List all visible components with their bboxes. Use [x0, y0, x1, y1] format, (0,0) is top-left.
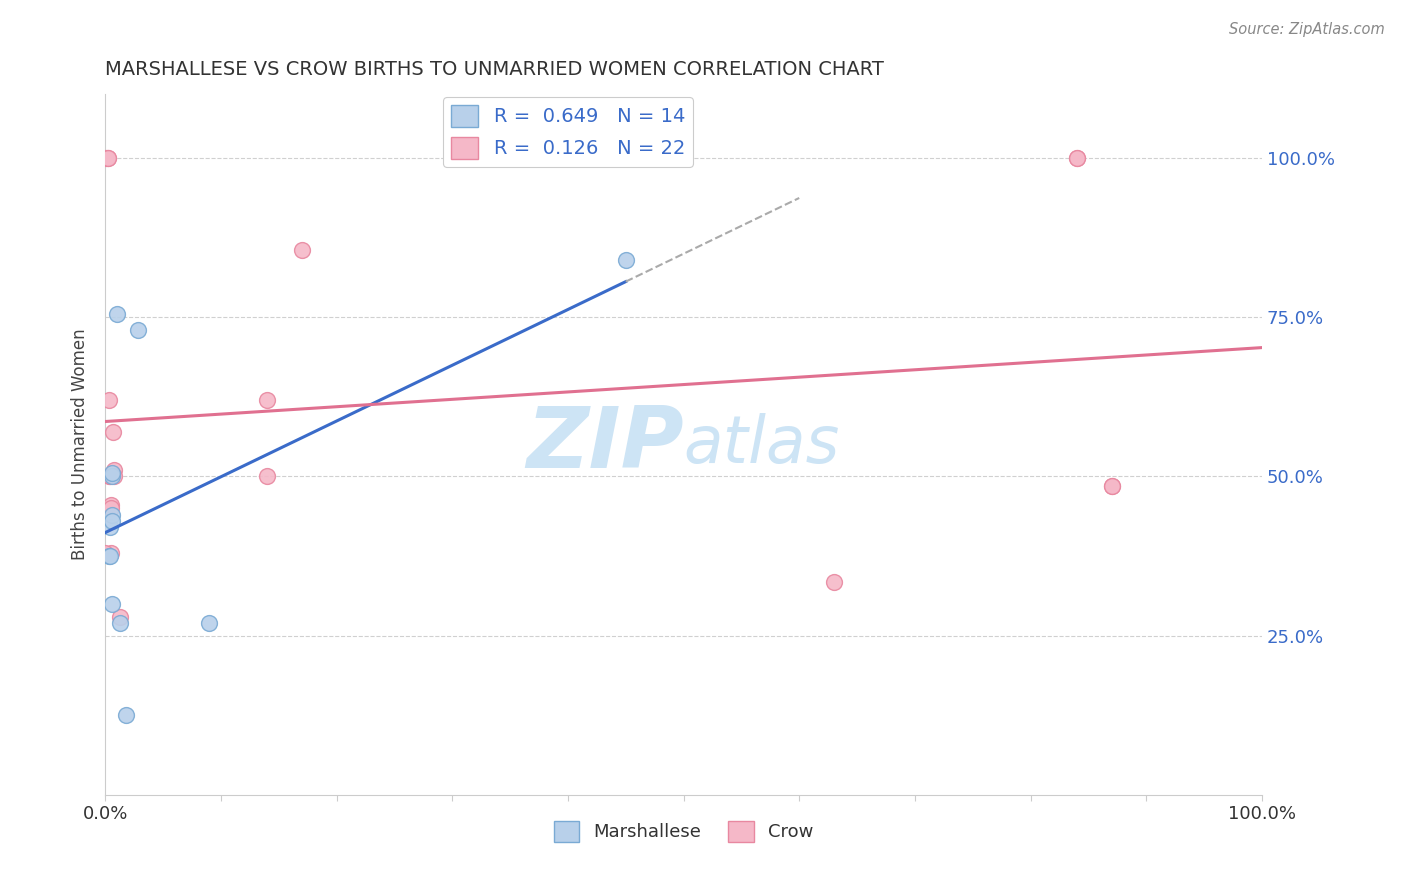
Point — [127, 323, 149, 337]
Point — [115, 708, 138, 723]
Point — [96, 151, 118, 165]
Point — [614, 252, 637, 267]
Text: Source: ZipAtlas.com: Source: ZipAtlas.com — [1229, 22, 1385, 37]
Point — [98, 549, 121, 563]
Text: MARSHALLESE VS CROW BIRTHS TO UNMARRIED WOMEN CORRELATION CHART: MARSHALLESE VS CROW BIRTHS TO UNMARRIED … — [105, 60, 884, 78]
Point — [100, 546, 122, 560]
Point — [100, 501, 122, 516]
Point — [110, 609, 132, 624]
Text: atlas: atlas — [683, 413, 839, 476]
Point — [256, 469, 278, 483]
Point — [98, 520, 121, 534]
Point — [101, 508, 124, 522]
Point — [823, 574, 845, 589]
Point — [96, 151, 118, 165]
Point — [96, 151, 118, 165]
Point — [98, 469, 121, 483]
Point — [101, 514, 124, 528]
Point — [101, 597, 124, 611]
Point — [198, 615, 221, 630]
Point — [101, 469, 124, 483]
Point — [1066, 151, 1088, 165]
Point — [1101, 479, 1123, 493]
Point — [94, 546, 117, 560]
Point — [1101, 479, 1123, 493]
Text: ZIP: ZIP — [526, 403, 683, 486]
Point — [101, 467, 124, 481]
Y-axis label: Births to Unmarried Women: Births to Unmarried Women — [72, 329, 89, 560]
Point — [105, 307, 128, 321]
Point — [103, 425, 125, 439]
Point — [103, 469, 125, 483]
Point — [110, 615, 132, 630]
Point — [97, 392, 120, 407]
Point — [97, 469, 120, 483]
Point — [291, 243, 314, 257]
Legend: R =  0.649   N = 14, R =  0.126   N = 22: R = 0.649 N = 14, R = 0.126 N = 22 — [443, 96, 693, 167]
Point — [103, 463, 125, 477]
Point — [256, 392, 278, 407]
Point — [100, 498, 122, 512]
Point — [1066, 151, 1088, 165]
Point — [97, 549, 120, 563]
